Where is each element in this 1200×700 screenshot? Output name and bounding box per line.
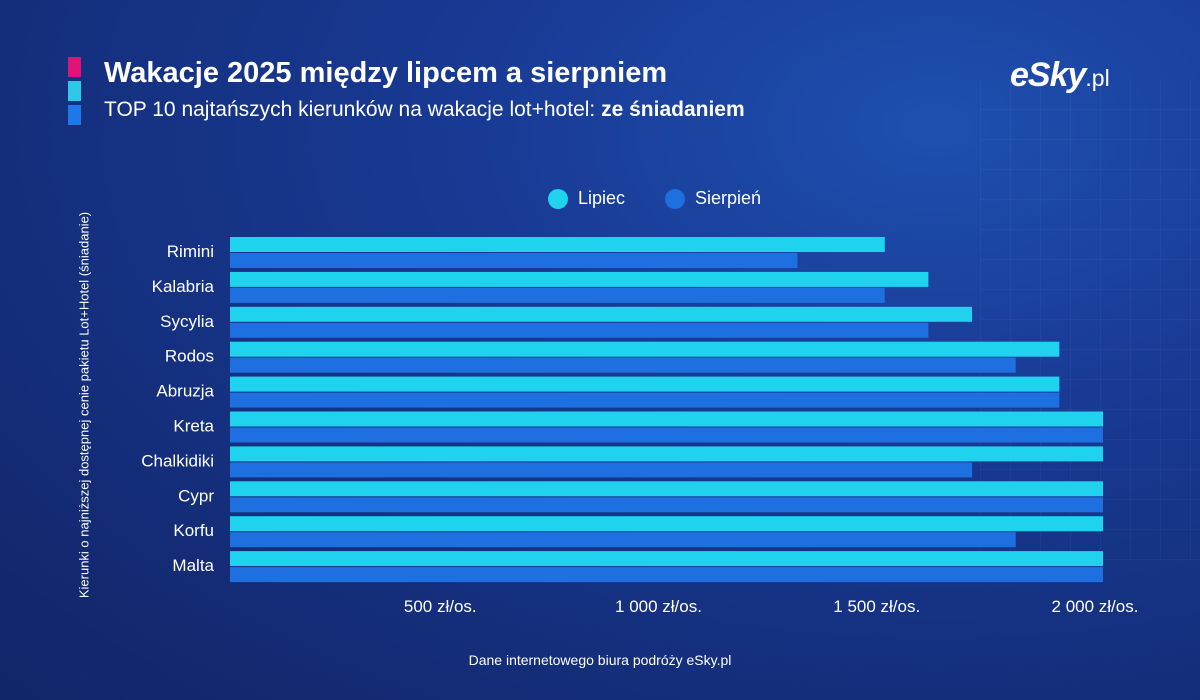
- category-label: Sycylia: [160, 312, 214, 331]
- bar-sierpien: [230, 567, 1103, 583]
- esky-logo: eSky.pl: [1010, 56, 1110, 95]
- category-label: Cypr: [178, 486, 214, 505]
- background-grid-decoration: [980, 80, 1200, 560]
- bar-sierpien: [230, 392, 1060, 408]
- category-label: Korfu: [173, 521, 214, 540]
- bar-sierpien: [230, 497, 1103, 513]
- page-title: Wakacje 2025 między lipcem a sierpniem: [104, 57, 668, 89]
- subtitle-regular: TOP 10 najtańszych kierunków na wakacje …: [104, 98, 602, 121]
- source-note: Dane internetowego biura podróży eSky.pl: [468, 652, 732, 668]
- x-tick-label: 1 000 zł/os.: [615, 597, 702, 616]
- accent-bar-cyan: [68, 81, 81, 101]
- bar-sierpien: [230, 462, 973, 478]
- legend-item-lipiec: Lipiec: [548, 188, 625, 209]
- x-tick-label: 500 zł/os.: [404, 597, 477, 616]
- legend-label-lipiec: Lipiec: [578, 188, 626, 208]
- category-label: Kreta: [173, 417, 214, 436]
- category-label: Abruzja: [156, 382, 214, 401]
- legend-item-sierpien: Sierpień: [665, 188, 761, 209]
- bar-lipiec: [230, 376, 1060, 392]
- bar-sierpien: [230, 532, 1016, 548]
- chart-legend: Lipiec Sierpień: [548, 188, 801, 209]
- logo-main: eSky: [1010, 56, 1086, 94]
- legend-dot-lipiec: [548, 188, 568, 209]
- x-tick-label: 1 500 zł/os.: [833, 597, 920, 616]
- legend-label-sierpien: Sierpień: [695, 188, 762, 208]
- category-label: Rodos: [165, 347, 214, 366]
- accent-bar-blue: [68, 105, 81, 125]
- bar-sierpien: [230, 322, 929, 338]
- page-subtitle: TOP 10 najtańszych kierunków na wakacje …: [104, 98, 745, 122]
- accent-bar-pink: [68, 57, 81, 77]
- logo-suffix: .pl: [1085, 65, 1110, 91]
- x-tick-label: 2 000 zł/os.: [1052, 597, 1139, 616]
- legend-dot-sierpien: [665, 188, 686, 209]
- subtitle-bold: ze śniadaniem: [601, 98, 745, 121]
- category-label: Kalabria: [152, 277, 215, 296]
- bar-lipiec: [230, 271, 929, 287]
- category-label: Rimini: [167, 242, 214, 261]
- bar-lipiec: [230, 341, 1060, 357]
- bar-lipiec: [230, 481, 1103, 497]
- bar-lipiec: [230, 516, 1103, 532]
- bar-sierpien: [230, 287, 885, 303]
- category-label: Malta: [172, 556, 214, 575]
- bar-sierpien: [230, 253, 798, 268]
- bar-lipiec: [230, 306, 973, 322]
- bar-sierpien: [230, 427, 1103, 443]
- bar-sierpien: [230, 357, 1016, 373]
- bar-lipiec: [230, 237, 885, 252]
- bar-lipiec: [230, 551, 1103, 567]
- category-label: Chalkidiki: [141, 451, 214, 470]
- bar-lipiec: [230, 446, 1103, 462]
- bar-lipiec: [230, 411, 1103, 427]
